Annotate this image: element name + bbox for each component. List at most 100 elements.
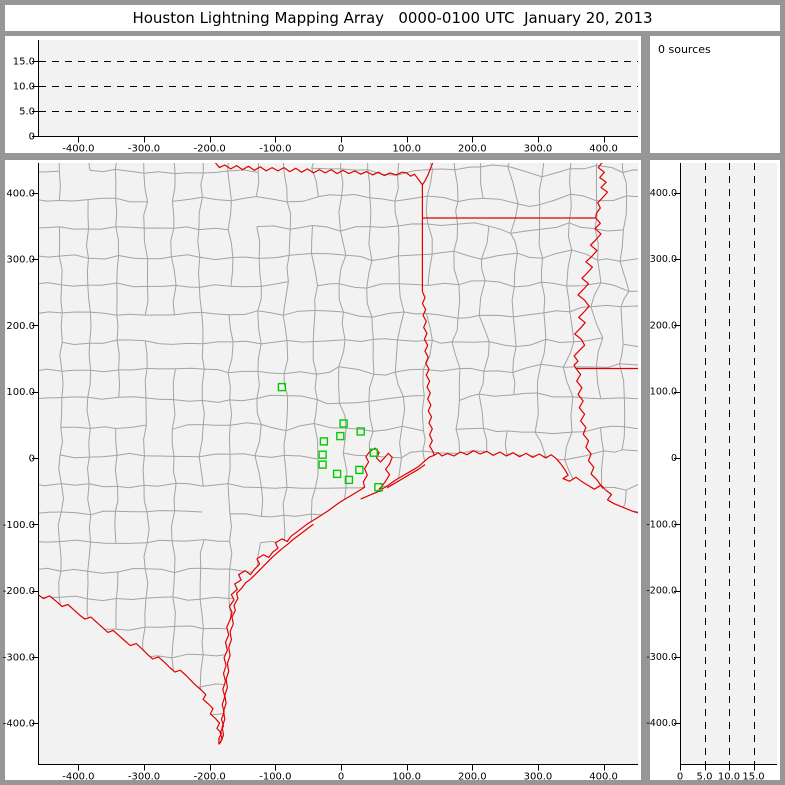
- county-line: [199, 539, 205, 569]
- lma-station-marker: [355, 465, 364, 475]
- county-line: [88, 514, 92, 543]
- county-line: [115, 510, 147, 513]
- sabine-river-tx-la-border: [421, 291, 435, 456]
- county-line: [312, 341, 318, 375]
- county-line: [57, 511, 62, 542]
- y-tick-label: -200.0: [3, 586, 35, 597]
- county-line: [88, 483, 118, 488]
- county-line: [368, 374, 375, 402]
- county-line: [539, 193, 571, 206]
- county-line: [478, 280, 486, 316]
- county-line: [229, 513, 262, 517]
- county-line: [394, 195, 428, 202]
- county-line: [200, 172, 204, 198]
- county-line: [341, 311, 346, 340]
- county-line: [395, 368, 424, 373]
- county-line: [541, 258, 544, 283]
- county-line: [570, 396, 574, 433]
- county-line: [516, 338, 546, 347]
- county-line: [256, 394, 288, 399]
- county-line: [600, 397, 625, 400]
- county-line: [88, 343, 92, 371]
- county-line: [88, 197, 116, 201]
- county-line: [538, 229, 544, 259]
- altitude-ns-plot[interactable]: 400.0 300.0 200.0 100.0 0 -100.0 -200.0 -300.0 -…: [646, 160, 780, 782]
- county-line: [564, 459, 575, 482]
- county-line: [230, 422, 262, 426]
- county-line: [534, 392, 539, 433]
- county-line: [115, 428, 118, 456]
- lma-station-marker: [336, 431, 345, 441]
- county-line: [228, 370, 258, 374]
- county-line: [172, 596, 201, 601]
- county-line: [117, 484, 145, 489]
- county-line: [228, 568, 231, 599]
- county-line: [311, 253, 346, 256]
- county-line: [312, 310, 316, 342]
- county-line: [397, 255, 400, 284]
- y-tick-label: 5.0: [19, 107, 35, 118]
- county-line: [174, 567, 201, 574]
- county-line: [116, 255, 120, 284]
- county-line: [145, 625, 175, 628]
- county-line: [482, 428, 488, 452]
- county-line: [459, 393, 480, 401]
- county-line: [175, 767, 200, 771]
- altitude-ew-plot[interactable]: 0 5.0 10.0 15.0 -400.0 -300.0 -200.0 -100.0 0 100…: [5, 36, 641, 154]
- county-line: [454, 166, 481, 171]
- county-line: [339, 400, 369, 404]
- county-line: [317, 399, 340, 405]
- county-line: [58, 454, 62, 484]
- county-line: [451, 341, 461, 369]
- county-line: [58, 571, 62, 598]
- county-line: [170, 228, 175, 257]
- county-line: [283, 455, 288, 488]
- county-line: [570, 164, 597, 170]
- county-line: [229, 398, 257, 402]
- mississippi-river-border: [573, 163, 609, 489]
- county-line: [283, 310, 316, 316]
- county-line: [478, 393, 514, 397]
- county-line: [261, 423, 287, 432]
- county-line: [341, 193, 371, 199]
- county-line: [62, 341, 90, 346]
- y-tick-label: 0: [29, 132, 35, 143]
- bolivar-peninsula-barrier: [386, 464, 426, 489]
- county-line: [452, 341, 490, 343]
- county-line: [536, 364, 542, 394]
- county-line: [171, 254, 200, 258]
- y-tick-label: 0: [671, 453, 677, 464]
- county-line: [144, 368, 148, 399]
- county-line: [373, 338, 398, 341]
- county-line: [540, 339, 547, 365]
- county-line: [282, 315, 288, 341]
- county-line: [343, 452, 370, 457]
- county-line: [624, 397, 638, 400]
- plan-view-map-plot[interactable]: 400.0 300.0 200.0 100.0 0 -100.0 -200.0 -300.0 -…: [3, 160, 641, 782]
- county-line: [457, 197, 484, 203]
- county-line: [421, 395, 425, 431]
- county-line: [483, 370, 513, 373]
- county-line: [535, 431, 573, 435]
- county-line: [227, 483, 262, 489]
- county-line: [399, 283, 428, 286]
- county-line: [366, 283, 400, 289]
- y-tick-label: 400.0: [650, 188, 677, 199]
- county-line: [287, 196, 319, 203]
- county-line: [90, 369, 119, 373]
- county-line: [118, 396, 147, 399]
- county-line: [314, 285, 318, 311]
- county-line: [89, 339, 118, 344]
- county-line: [338, 366, 375, 375]
- y-tick-label: 200.0: [650, 320, 677, 331]
- county-line: [317, 283, 340, 287]
- county-line: [174, 625, 204, 630]
- county-line: [172, 368, 176, 400]
- county-line: [596, 363, 620, 368]
- county-line: [394, 371, 404, 397]
- county-line: [116, 282, 148, 288]
- lma-station-marker: [339, 419, 348, 428]
- county-line: [59, 254, 89, 259]
- county-line: [545, 338, 574, 344]
- x-tick-label: 0: [338, 143, 344, 154]
